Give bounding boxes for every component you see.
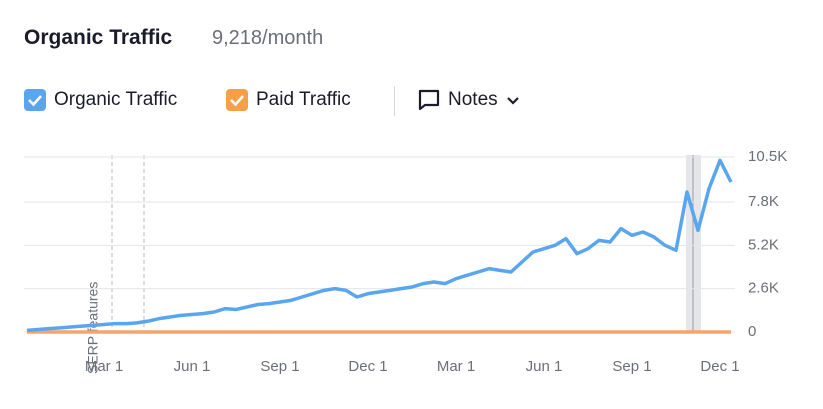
- x-tick-label: Sep 1: [612, 358, 651, 375]
- chart: SERP features 0 2.6K 5.2K 7.8K 10.5K Mar 1 Jun…: [24, 148, 787, 375]
- notes-button[interactable]: Notes: [418, 89, 520, 111]
- legend-label: Paid Traffic: [256, 89, 351, 110]
- check: [230, 95, 244, 107]
- x-tick-label: Jun 1: [526, 358, 563, 375]
- chevron: [506, 97, 519, 105]
- subtitle: 9,218/month: [212, 27, 324, 49]
- y-tick-label: 10.5K: [748, 148, 787, 165]
- x-tick-label: Mar 1: [85, 358, 123, 375]
- x-tick-label: Dec 1: [700, 358, 739, 375]
- x-tick-label: Jun 1: [174, 358, 211, 375]
- separator: [394, 86, 395, 116]
- x-tick-label: Sep 1: [260, 358, 299, 375]
- series-line: [26, 158, 733, 333]
- y-tick-label: 2.6K: [748, 280, 779, 297]
- x-tick-label: Dec 1: [348, 358, 387, 375]
- legend-organic[interactable]: Organic Traffic: [24, 89, 177, 111]
- notes-icon: [418, 89, 440, 111]
- annotation: SERP features: [85, 282, 101, 374]
- y-tick-label: 7.8K: [748, 193, 779, 210]
- x-tick-label: Mar 1: [437, 358, 475, 375]
- title: Organic Traffic: [24, 26, 173, 49]
- y-tick-label: 0: [748, 323, 756, 340]
- legend-label: Organic Traffic: [54, 89, 178, 110]
- y-tick-label: 5.2K: [748, 236, 779, 253]
- check: [28, 95, 42, 107]
- checkbox[interactable]: [226, 89, 248, 111]
- notes-label: Notes: [448, 89, 498, 110]
- legend-paid[interactable]: Paid Traffic: [226, 89, 351, 111]
- checkbox[interactable]: [24, 89, 46, 111]
